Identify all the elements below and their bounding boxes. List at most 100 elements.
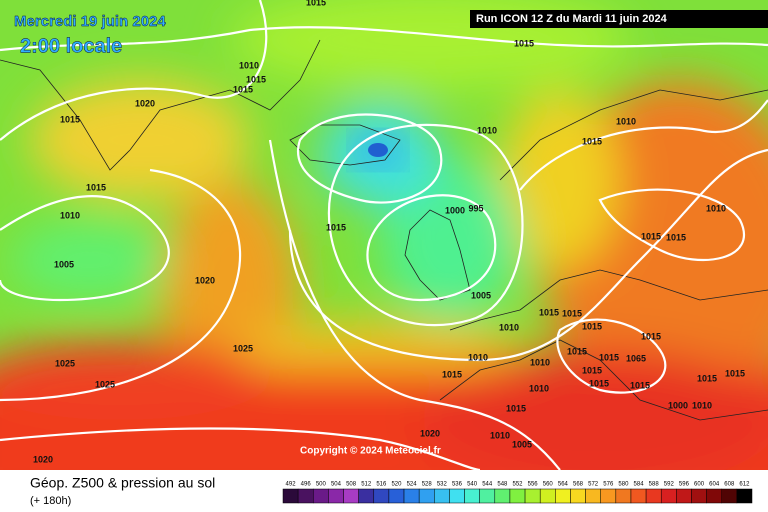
isobar-label: 1020 <box>135 98 155 108</box>
scale-label: 572 <box>588 482 599 488</box>
isobar <box>0 195 170 302</box>
copyright: Copyright © 2024 Meteociel.fr <box>300 446 441 457</box>
isobar-label: 1000 <box>445 205 465 215</box>
isobar-label: 1015 <box>60 114 80 124</box>
isobar-label: 1005 <box>471 290 491 300</box>
date: Mercredi 19 juin 2024 <box>14 13 166 30</box>
scale-cell <box>736 488 753 504</box>
scale-cell <box>676 488 692 504</box>
scale-label: 500 <box>316 482 327 488</box>
scale-cell <box>600 488 617 504</box>
isobar-label: 1015 <box>562 308 582 318</box>
local-time: 2:00 locale <box>20 35 122 57</box>
isobar-label: 1015 <box>599 352 619 362</box>
coastline <box>439 339 768 421</box>
scale-label: 504 <box>331 482 342 488</box>
isobar-label: 1015 <box>582 136 602 146</box>
isobar <box>0 427 481 470</box>
scale-cell <box>297 488 314 504</box>
isobar-label: 1015 <box>514 38 534 48</box>
scale-cell <box>615 488 632 504</box>
isobar-label: 1015 <box>326 222 346 232</box>
isobar-label: 1000 <box>668 400 688 410</box>
scale-cell <box>373 488 390 504</box>
isobar-label: 1005 <box>54 259 74 269</box>
scale-cell <box>434 488 450 504</box>
scale-cell <box>479 488 496 504</box>
scale-label: 548 <box>497 482 508 488</box>
isobar-label: 1015 <box>582 321 602 331</box>
isobar-label: 1010 <box>692 400 712 410</box>
isobar-label: 1065 <box>626 353 646 363</box>
isobar-labels: 1015101510101015101510201015101010151010… <box>33 0 745 464</box>
scale-cell <box>403 488 420 504</box>
scale-label: 544 <box>482 482 493 488</box>
isobar-label: 1015 <box>306 0 326 7</box>
isobar-label: 1010 <box>468 352 488 362</box>
coastline <box>289 124 401 166</box>
isobar-label: 1015 <box>641 331 661 341</box>
isobar <box>0 0 268 141</box>
isobar-label: 1010 <box>529 383 549 393</box>
scale-label: 552 <box>512 482 523 488</box>
color-scale: 492 496 500 504 508 512 516 520 524 528 532 536 540 5… <box>282 482 753 504</box>
scale-label: 600 <box>694 482 705 488</box>
isobar-label: 1015 <box>697 373 717 383</box>
isobar-label: 1010 <box>490 430 510 440</box>
isobar <box>297 113 443 204</box>
scale-label: 584 <box>634 482 645 488</box>
scale-label: 604 <box>709 482 720 488</box>
scale-label: 528 <box>422 482 433 488</box>
isobar-label: 1015 <box>725 368 745 378</box>
isobar <box>556 318 667 394</box>
scale-label: 596 <box>679 482 690 488</box>
isobar-label: 1015 <box>246 74 266 84</box>
legend-subtitle: (+ 180h) <box>30 495 71 507</box>
legend-title: Géop. Z500 & pression au sol <box>30 475 215 491</box>
isobar-label: 1010 <box>477 125 497 135</box>
scale-cell <box>555 488 571 504</box>
scale-cell <box>328 488 344 504</box>
scale-label: 496 <box>301 482 312 488</box>
isobar-label: 1010 <box>706 203 726 213</box>
scale-cell <box>343 488 359 504</box>
isobar <box>327 123 524 327</box>
scale-label: 536 <box>452 482 463 488</box>
scale-label: 532 <box>437 482 448 488</box>
scale-label: 560 <box>543 482 554 488</box>
isobar-label: 1010 <box>239 60 259 70</box>
isobar-label: 1015 <box>630 380 650 390</box>
scale-cell <box>494 488 511 504</box>
isobar-label: 1015 <box>641 231 661 241</box>
scale-cell <box>721 488 738 504</box>
coastline <box>449 269 768 331</box>
scale-cell <box>449 488 465 504</box>
scale-cell <box>539 488 556 504</box>
scale-label: 580 <box>618 482 629 488</box>
scale-label: 512 <box>361 482 372 488</box>
coastline <box>0 39 321 171</box>
isobar-label: 1020 <box>33 454 53 464</box>
isobar <box>366 194 497 302</box>
isobar <box>0 168 242 402</box>
coastline <box>404 209 471 301</box>
scale-cell <box>645 488 662 504</box>
coastline <box>499 89 768 181</box>
isobar-label: 1010 <box>616 116 636 126</box>
scale-label: 568 <box>573 482 584 488</box>
isobar-label: 1005 <box>512 439 532 449</box>
isobar <box>0 26 768 52</box>
scale-cell <box>524 488 541 504</box>
scale-cell <box>660 488 677 504</box>
scale-cell <box>313 488 329 504</box>
isobar-label: 1020 <box>420 428 440 438</box>
isobar-label: 1015 <box>539 307 559 317</box>
scale-label: 612 <box>739 482 750 488</box>
scale-cell <box>418 488 435 504</box>
scale-cell <box>706 488 722 504</box>
scale-label: 592 <box>664 482 675 488</box>
scale-label: 492 <box>286 482 297 488</box>
isobar-label: 1010 <box>60 210 80 220</box>
isobar-label: 1015 <box>86 182 106 192</box>
isobar-label: 1020 <box>195 275 215 285</box>
